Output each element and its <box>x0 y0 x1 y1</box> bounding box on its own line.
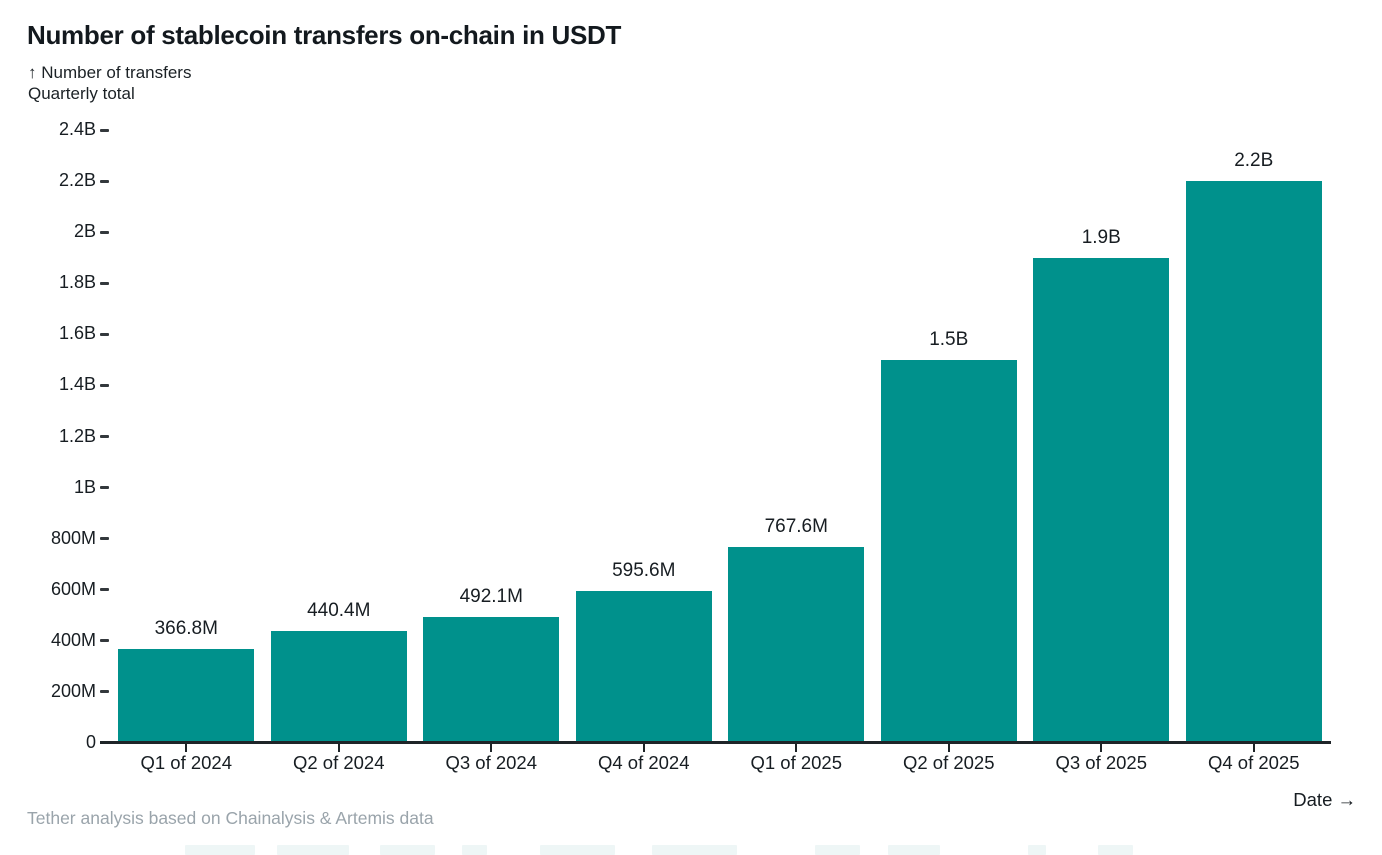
y-tick-mark <box>100 230 109 234</box>
y-tick-mark <box>100 383 109 387</box>
source-note: Tether analysis based on Chainalysis & A… <box>27 808 434 828</box>
bottom-cutoff-fragment <box>815 845 860 855</box>
bar-value-label: 2.2B <box>1234 150 1274 172</box>
x-tick-label: Q2 of 2024 <box>292 752 385 773</box>
bar-value-label: 492.1M <box>459 586 523 608</box>
y-tick-label: 400M <box>50 629 96 650</box>
x-tick-mark <box>337 744 340 752</box>
y-axis-note: ↑ Number of transfers <box>28 63 192 82</box>
bottom-cutoff-fragment <box>540 845 615 855</box>
y-tick-mark <box>100 128 109 132</box>
bar-value-label: 767.6M <box>764 515 828 537</box>
y-tick-label: 1B <box>73 476 96 497</box>
page-title: Number of stablecoin transfers on-chain … <box>27 20 622 50</box>
y-tick-mark <box>100 537 109 541</box>
x-tick-mark <box>185 744 188 752</box>
y-tick-mark <box>100 486 109 490</box>
x-tick-label: Q3 of 2024 <box>445 752 538 773</box>
bottom-cutoff-fragment <box>380 845 435 855</box>
bar-q1-of-2025 <box>728 546 865 743</box>
bar-value-label: 595.6M <box>612 559 676 581</box>
y-tick-mark <box>100 332 109 336</box>
bottom-cutoff-fragment <box>1028 845 1046 855</box>
y-tick-label: 2.2B <box>58 170 96 191</box>
bar-q4-of-2024 <box>575 590 712 743</box>
y-tick-label: 2B <box>73 221 96 242</box>
y-tick-mark <box>100 690 109 694</box>
bar-value-label: 366.8M <box>154 618 218 640</box>
x-tick-label: Q4 of 2025 <box>1207 752 1300 773</box>
x-tick-label: Q1 of 2024 <box>140 752 233 773</box>
bottom-cutoff-fragment <box>277 845 349 855</box>
x-tick-mark <box>642 744 645 752</box>
bar-value-label: 440.4M <box>307 599 371 621</box>
x-tick-mark <box>490 744 493 752</box>
y-tick-label: 0 <box>85 732 96 752</box>
chart-subtitle: ↑ Number of transfers Quarterly total <box>28 62 191 104</box>
y-tick-label: 200M <box>50 680 96 701</box>
y-tick-label: 1.2B <box>58 425 96 446</box>
y-tick-mark <box>100 588 109 592</box>
bar-q3-of-2024 <box>423 617 560 743</box>
bottom-cutoff-fragment <box>1098 845 1133 855</box>
bar-q3-of-2025 <box>1033 257 1170 743</box>
bar-value-label: 1.9B <box>1081 226 1121 248</box>
y-tick-label: 1.4B <box>58 374 96 395</box>
y-tick-mark <box>100 435 109 438</box>
y-tick-label: 2.4B <box>58 119 96 139</box>
y-tick-label: 800M <box>50 527 96 548</box>
bar-value-label: 1.5B <box>929 328 969 350</box>
x-tick-label: Q4 of 2024 <box>597 752 690 773</box>
y-tick-mark <box>100 281 109 285</box>
quarterly-total-label: Quarterly total <box>28 84 135 103</box>
x-tick-mark <box>947 744 950 752</box>
x-tick-label: Q3 of 2025 <box>1055 752 1148 773</box>
x-tick-mark <box>1100 744 1103 752</box>
bottom-cutoff-fragment <box>462 845 487 855</box>
bottom-cutoff-fragment <box>888 845 940 855</box>
bar-q2-of-2024 <box>270 630 407 743</box>
x-tick-mark <box>795 744 798 752</box>
x-tick-label: Q1 of 2025 <box>750 752 843 773</box>
y-tick-mark <box>100 179 109 183</box>
bottom-cutoff-fragment <box>652 845 737 855</box>
bar-q4-of-2025 <box>1185 181 1322 743</box>
y-tick-label: 1.8B <box>58 272 96 293</box>
bottom-cutoff-fragment <box>185 845 255 855</box>
x-tick-label: Q2 of 2025 <box>902 752 995 773</box>
x-axis-line <box>100 741 1331 744</box>
y-tick-label: 600M <box>50 578 96 599</box>
bar-q2-of-2025 <box>880 359 1017 743</box>
y-tick-label: 1.6B <box>58 323 96 344</box>
bottom-cutoff-strip <box>0 845 1382 855</box>
x-axis-title: Date → <box>1293 789 1356 810</box>
y-tick-mark <box>100 639 109 643</box>
x-tick-mark <box>1252 744 1255 752</box>
bar-q1-of-2024 <box>118 649 255 743</box>
